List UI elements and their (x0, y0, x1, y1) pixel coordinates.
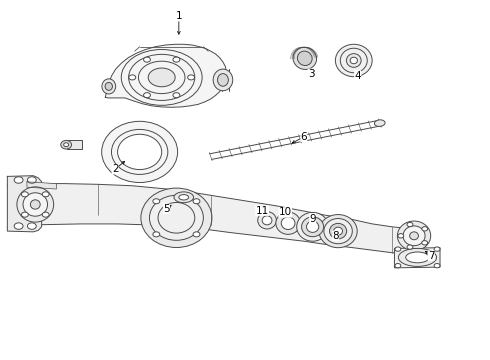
Ellipse shape (297, 51, 312, 66)
Ellipse shape (102, 79, 116, 94)
Ellipse shape (406, 252, 429, 263)
Text: 2: 2 (112, 164, 119, 174)
Ellipse shape (350, 57, 358, 64)
Circle shape (434, 247, 440, 251)
Circle shape (422, 227, 428, 231)
Text: 11: 11 (255, 206, 269, 216)
Circle shape (42, 192, 49, 197)
Text: 8: 8 (332, 231, 339, 241)
Circle shape (407, 245, 413, 249)
Ellipse shape (121, 50, 202, 105)
Ellipse shape (410, 232, 418, 240)
Circle shape (173, 57, 180, 62)
Ellipse shape (398, 248, 437, 266)
Ellipse shape (23, 193, 48, 216)
Ellipse shape (346, 54, 361, 67)
Ellipse shape (291, 216, 297, 223)
Circle shape (422, 240, 428, 245)
Ellipse shape (302, 217, 323, 237)
Polygon shape (7, 176, 42, 232)
Ellipse shape (218, 74, 228, 86)
Circle shape (153, 199, 160, 204)
Ellipse shape (141, 188, 212, 248)
Polygon shape (7, 184, 421, 254)
Polygon shape (27, 182, 56, 189)
Circle shape (188, 75, 195, 80)
Circle shape (22, 212, 28, 217)
Text: 3: 3 (308, 69, 315, 79)
Ellipse shape (30, 200, 40, 209)
Circle shape (14, 177, 23, 183)
Ellipse shape (105, 82, 113, 90)
Text: 7: 7 (428, 251, 435, 261)
Text: 4: 4 (354, 71, 361, 81)
Ellipse shape (281, 217, 295, 230)
Circle shape (153, 232, 160, 237)
Ellipse shape (324, 219, 352, 244)
Polygon shape (105, 44, 226, 107)
Ellipse shape (64, 143, 69, 147)
Circle shape (395, 247, 401, 251)
Text: 10: 10 (279, 207, 292, 217)
Text: 6: 6 (300, 132, 307, 142)
Ellipse shape (335, 44, 372, 77)
Ellipse shape (149, 195, 203, 240)
Ellipse shape (148, 68, 175, 87)
Ellipse shape (61, 140, 72, 149)
Ellipse shape (293, 47, 317, 69)
Ellipse shape (174, 192, 194, 203)
Ellipse shape (403, 226, 425, 246)
Circle shape (22, 192, 28, 197)
Circle shape (129, 75, 136, 80)
Circle shape (434, 264, 440, 268)
Ellipse shape (258, 212, 276, 229)
Circle shape (42, 212, 49, 217)
Ellipse shape (301, 218, 307, 225)
Ellipse shape (118, 134, 162, 170)
Circle shape (395, 264, 401, 268)
Polygon shape (394, 248, 440, 268)
Circle shape (193, 199, 200, 204)
Ellipse shape (102, 121, 177, 183)
Circle shape (144, 93, 150, 98)
Polygon shape (67, 140, 82, 149)
Text: 1: 1 (175, 11, 182, 21)
Ellipse shape (179, 195, 189, 200)
Circle shape (27, 177, 36, 183)
Circle shape (407, 222, 413, 227)
Ellipse shape (276, 212, 300, 234)
Ellipse shape (297, 212, 329, 241)
Circle shape (14, 223, 23, 229)
Circle shape (27, 223, 36, 229)
Ellipse shape (319, 215, 357, 248)
Ellipse shape (307, 221, 319, 233)
Text: 9: 9 (309, 213, 316, 224)
Ellipse shape (334, 227, 343, 235)
Ellipse shape (17, 187, 53, 222)
Ellipse shape (374, 120, 385, 126)
Ellipse shape (281, 215, 287, 221)
Text: 5: 5 (163, 204, 170, 214)
Circle shape (193, 232, 200, 237)
Circle shape (173, 93, 180, 98)
Ellipse shape (213, 69, 233, 91)
Ellipse shape (329, 223, 346, 239)
Circle shape (398, 234, 404, 238)
Ellipse shape (262, 216, 272, 225)
Circle shape (144, 57, 150, 62)
Ellipse shape (397, 221, 431, 251)
